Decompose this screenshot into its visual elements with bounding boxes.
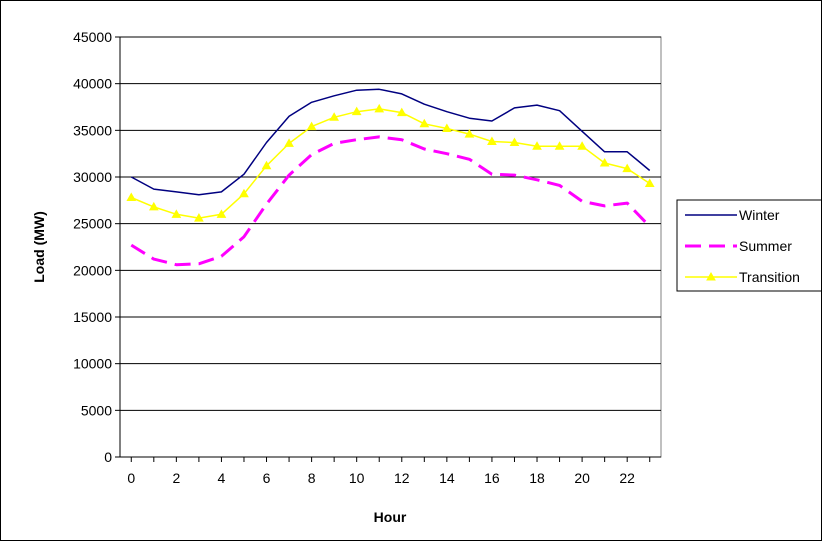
data-point-transition [306,121,317,131]
data-point-transition [554,141,565,150]
x-tick-label: 0 [127,470,135,486]
legend-label-summer: Summer [739,238,792,254]
y-tick-label: 25000 [73,216,112,232]
x-tick-label: 22 [619,470,635,486]
legend-marker-transition [706,271,716,281]
legend-label-transition: Transition [739,269,800,285]
x-tick-label: 4 [218,470,226,486]
data-point-transition [239,188,249,198]
x-tick-label: 18 [529,470,545,486]
series-line-summer [130,135,651,267]
y-tick-label: 35000 [73,122,112,138]
data-point-transition [351,106,362,116]
data-point-transition [532,141,542,150]
data-point-transition [126,192,137,202]
x-tick-label: 8 [308,470,316,486]
x-tick-label: 12 [394,470,410,486]
x-axis-title: Hour [374,509,407,525]
legend: Winter Summer Transition [676,199,821,292]
x-tick-label: 14 [439,470,455,486]
y-tick-label: 0 [104,449,112,465]
legend-label-winter: Winter [739,207,780,223]
y-tick-label: 5000 [81,402,112,418]
data-point-transition [216,209,227,218]
data-point-transition [509,137,520,146]
y-tick-label: 45000 [73,29,112,45]
y-tick-label: 30000 [73,169,112,185]
y-axis-title: Load (MW) [31,211,47,283]
data-point-transition [374,103,385,113]
data-point-transition [171,209,182,218]
plot-area [119,36,662,458]
data-point-transition [419,118,430,128]
x-tick-label: 16 [484,470,500,486]
data-point-transition [148,201,159,211]
series-line-transition [131,108,651,219]
x-tick-label: 2 [172,470,180,486]
data-point-transition [599,157,610,167]
y-tick-label: 15000 [73,309,112,325]
data-point-transition [284,138,294,147]
data-point-transition [644,178,655,188]
data-point-transition [577,141,587,150]
data-point-transition [622,163,633,173]
data-point-transition [441,123,452,132]
x-tick-label: 10 [349,470,365,486]
data-point-transition [329,112,340,121]
data-point-transition [261,160,272,170]
x-tick-label: 20 [574,470,590,486]
data-point-transition [194,213,204,222]
data-point-transition [487,136,497,146]
y-tick-label: 20000 [73,262,112,278]
y-tick-label: 40000 [73,76,112,92]
series-line-winter [130,88,651,196]
data-point-transition [396,107,407,117]
data-point-transition [464,129,475,138]
y-tick-label: 10000 [73,356,112,372]
x-tick-label: 6 [263,470,271,486]
